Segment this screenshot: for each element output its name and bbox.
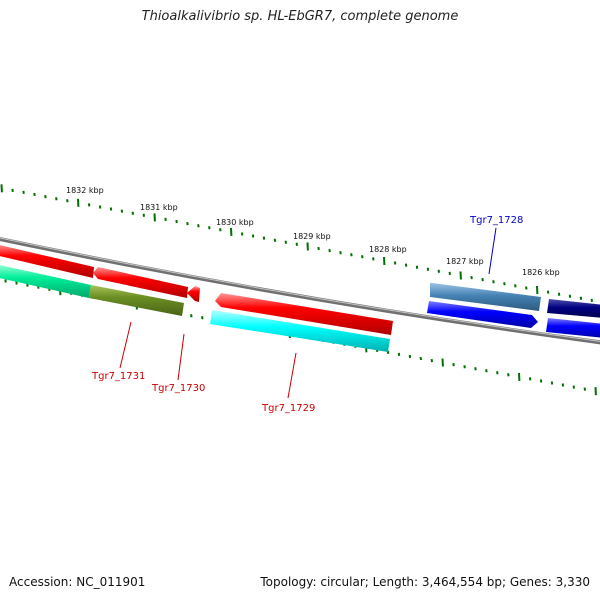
- gene-arrow-steel-tgr7-1728[interactable]: [430, 283, 541, 311]
- scale-label-1827: 1827 kbp: [446, 257, 484, 266]
- gene-label-leaders: [119, 227, 497, 399]
- gene-arrow-navy-right[interactable]: [547, 299, 600, 318]
- gene-label-tgr7-1730[interactable]: Tgr7_1730: [151, 383, 205, 394]
- outer-scale-ticks: [0, 184, 593, 303]
- gene-arrow-blue-right[interactable]: [546, 318, 600, 338]
- genome-title: Thioalkalivibrio sp. HL-EbGR7, complete …: [141, 9, 459, 24]
- scale-label-1828: 1828 kbp: [369, 245, 407, 254]
- scale-label-1829: 1829 kbp: [293, 232, 331, 241]
- reverse-strand-genes: [0, 264, 600, 352]
- gene-label-tgr7-1729[interactable]: Tgr7_1729: [261, 403, 315, 414]
- gene-label-tgr7-1728[interactable]: Tgr7_1728: [469, 215, 523, 226]
- gene-arrow-green-left[interactable]: [0, 264, 91, 298]
- topology-info-text: Topology: circular; Length: 3,464,554 bp…: [260, 575, 590, 589]
- forward-strand-genes: [0, 244, 600, 335]
- accession-text: Accession: NC_011901: [9, 575, 146, 589]
- scale-label-1826: 1826 kbp: [522, 268, 560, 277]
- gene-arrow-red-small[interactable]: [187, 286, 200, 302]
- gene-arrow-blue-1[interactable]: [427, 301, 538, 328]
- scale-label-1830: 1830 kbp: [216, 218, 254, 227]
- gene-arrow-olive-tgr7-1730[interactable]: [89, 285, 184, 316]
- gene-arrow-cyan-tgr7-1729[interactable]: [210, 310, 390, 352]
- gene-labels: Tgr7_1728 Tgr7_1731 Tgr7_1730 Tgr7_1729: [91, 215, 523, 414]
- scale-label-1832: 1832 kbp: [66, 186, 104, 195]
- gene-arrow-red-left[interactable]: [0, 244, 94, 278]
- genome-backbone: [0, 236, 600, 345]
- genome-backbone-highlight: [0, 237, 600, 342]
- gene-label-tgr7-1731[interactable]: Tgr7_1731: [91, 371, 145, 382]
- leader-tgr7-1729: [287, 352, 297, 399]
- leader-tgr7-1731: [119, 321, 132, 369]
- leader-tgr7-1730: [177, 333, 185, 381]
- scale-labels: 1832 kbp 1831 kbp 1830 kbp 1829 kbp 1828…: [66, 186, 560, 277]
- leader-tgr7-1728: [488, 227, 497, 275]
- gene-arrow-red-1[interactable]: [93, 267, 188, 298]
- gene-arrow-red-tgr7-1729[interactable]: [215, 293, 393, 335]
- scale-label-1831: 1831 kbp: [140, 203, 178, 212]
